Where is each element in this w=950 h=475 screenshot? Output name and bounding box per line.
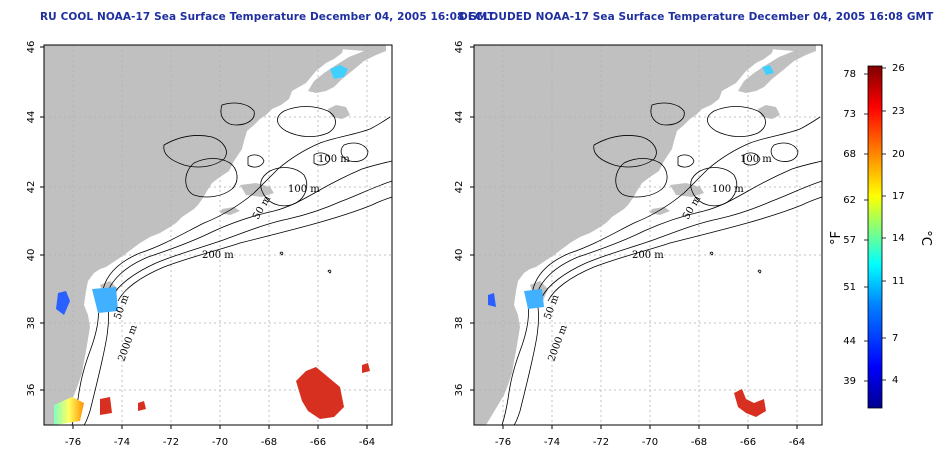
left-sst-patch-small-mid (138, 401, 146, 411)
right-sst-patches (488, 65, 774, 417)
left-map-panel (43, 44, 393, 426)
colorbar-fahrenheit-tick: 68 (843, 149, 856, 160)
right-sst-patch-chesapeake (488, 293, 496, 307)
right-lon-tick-label: -68 (691, 437, 707, 448)
left-sst-patch-cape-hatteras (54, 397, 84, 425)
colorbar-celsius-tick: 26 (892, 63, 905, 74)
left-sst-patch-warm-core-ring (296, 367, 344, 419)
colorbar-celsius-unit: °C (918, 230, 933, 246)
left-lon-tick-label: -64 (359, 437, 375, 448)
left-lon-tick-label: -68 (261, 437, 277, 448)
colorbar-fahrenheit-tick: 57 (843, 235, 856, 246)
colorbar-celsius-tick: 11 (892, 276, 905, 287)
left-lat-tick-label: 46 (26, 41, 37, 54)
right-contour-label-100m-north: 100 m (740, 154, 772, 165)
colorbar-fahrenheit-tick: 62 (843, 195, 856, 206)
temperature-colorbar: 78 73 68 62 57 51 44 39 26 23 20 17 14 1… (829, 63, 933, 409)
right-lat-tick-label: 40 (454, 249, 465, 262)
left-y-axis: 36 38 40 42 44 46 (26, 41, 44, 397)
colorbar-celsius-tick: 23 (892, 106, 905, 117)
left-sst-patch-small-east (362, 363, 370, 373)
left-lon-tick-label: -70 (212, 437, 228, 448)
colorbar-fahrenheit-tick: 44 (843, 336, 856, 347)
right-lon-tick-label: -70 (642, 437, 658, 448)
right-lat-tick-label: 46 (454, 41, 465, 54)
right-sst-patch-warm-core-ring (734, 389, 766, 417)
left-lon-tick-label: -66 (310, 437, 326, 448)
right-y-axis: 36 38 40 42 44 46 (454, 41, 474, 397)
left-contour-label-100m-gom: 100 m (288, 184, 320, 195)
colorbar-fahrenheit-unit: °F (829, 231, 844, 245)
right-contour-label-200m: 200 m (632, 250, 664, 261)
colorbar-fahrenheit-tick: 73 (843, 109, 856, 120)
right-lat-tick-label: 36 (454, 384, 465, 397)
right-lon-tick-label: -66 (740, 437, 756, 448)
left-map-title: RU COOL NOAA-17 Sea Surface Temperature … (40, 11, 495, 23)
colorbar-fahrenheit-tick: 39 (843, 376, 856, 387)
colorbar-celsius-tick: 4 (892, 375, 898, 386)
right-sst-patch-bay-of-fundy (762, 65, 774, 75)
colorbar-celsius-tick: 17 (892, 191, 905, 202)
colorbar-fahrenheit-tick: 51 (843, 282, 856, 293)
left-lat-tick-label: 40 (26, 249, 37, 262)
colorbar-fahrenheit-tick: 78 (843, 69, 856, 80)
right-map-panel (473, 44, 823, 426)
left-sst-patch-south-offshore (100, 397, 112, 415)
left-sst-patch-bay-of-fundy (330, 65, 348, 79)
left-lon-tick-label: -72 (163, 437, 179, 448)
colorbar-celsius-tick: 14 (892, 233, 905, 244)
left-lon-tick-label: -74 (114, 437, 130, 448)
left-contour-label-200m: 200 m (202, 250, 234, 261)
right-sst-patch-delaware (524, 289, 544, 309)
right-grid (474, 45, 822, 425)
right-lon-tick-label: -64 (789, 437, 805, 448)
right-lat-tick-label: 38 (454, 317, 465, 330)
left-x-axis: -76 -74 -72 -70 -68 -66 -64 (65, 425, 375, 448)
colorbar-celsius-tick: 7 (892, 333, 898, 344)
right-lon-tick-label: -72 (593, 437, 609, 448)
colorbar-gradient (867, 65, 883, 409)
left-lat-tick-label: 38 (26, 317, 37, 330)
left-sst-patches (54, 65, 370, 425)
colorbar-celsius-tick: 20 (892, 149, 905, 160)
right-map-title: DECLOUDED NOAA-17 Sea Surface Temperatur… (459, 11, 934, 23)
right-x-axis: -76 -74 -72 -70 -68 -66 -64 (495, 425, 805, 448)
right-contour-label-100m-gom: 100 m (712, 184, 744, 195)
right-lat-tick-label: 42 (454, 181, 465, 194)
left-lon-tick-label: -76 (65, 437, 81, 448)
right-lon-tick-label: -76 (495, 437, 511, 448)
right-lon-tick-label: -74 (544, 437, 560, 448)
left-lat-tick-label: 36 (26, 384, 37, 397)
left-sst-patch-delaware (92, 287, 118, 313)
left-contour-label-100m-north: 100 m (318, 154, 350, 165)
right-lat-tick-label: 44 (454, 111, 465, 124)
left-sst-patch-chesapeake (56, 291, 70, 315)
left-lat-tick-label: 42 (26, 181, 37, 194)
left-lat-tick-label: 44 (26, 111, 37, 124)
